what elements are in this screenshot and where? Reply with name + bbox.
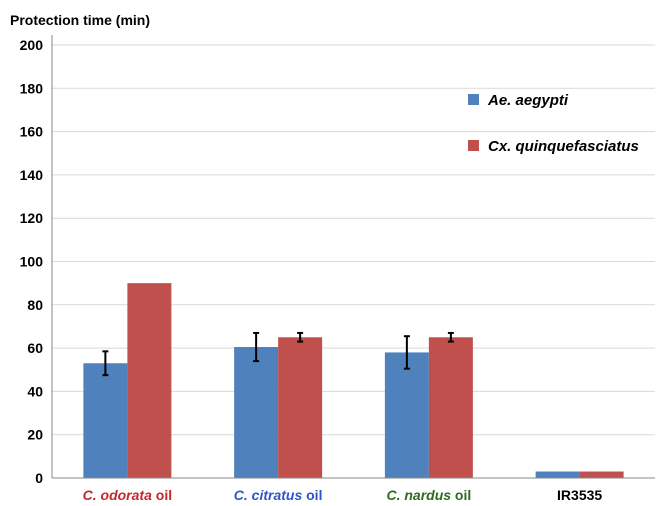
legend-swatch bbox=[468, 94, 479, 105]
legend-label: Ae. aegypti bbox=[487, 92, 569, 109]
y-tick-label: 60 bbox=[27, 340, 43, 356]
bar-cx-quinquefasciatus bbox=[127, 283, 172, 478]
error-bar bbox=[253, 331, 260, 363]
x-category-label: IR3535 bbox=[557, 487, 602, 503]
y-tick-label: 40 bbox=[27, 383, 43, 399]
bar-cx-quinquefasciatus bbox=[278, 337, 323, 478]
y-tick-label: 80 bbox=[27, 297, 43, 313]
x-category-label-part: oil bbox=[451, 487, 471, 503]
legend: Ae. aegypti Cx. quinquefasciatus bbox=[468, 92, 639, 155]
error-bar bbox=[447, 331, 454, 343]
bar-ae-aegypti bbox=[535, 471, 580, 478]
y-tick-label: 100 bbox=[20, 254, 44, 270]
error-bar bbox=[102, 350, 109, 377]
bar-ae-aegypti bbox=[83, 363, 128, 478]
bar-cx-quinquefasciatus bbox=[428, 337, 473, 478]
y-tick-label: 120 bbox=[20, 210, 44, 226]
x-category-label: C. nardus oil bbox=[386, 487, 471, 503]
x-category-label: C. odorata oil bbox=[83, 487, 172, 503]
y-tick-label: 20 bbox=[27, 427, 43, 443]
bar-ae-aegypti bbox=[384, 352, 429, 478]
legend-label: Cx. quinquefasciatus bbox=[488, 138, 639, 155]
legend-swatch bbox=[468, 140, 479, 151]
x-category-label: C. citratus oil bbox=[234, 487, 323, 503]
bar-cx-quinquefasciatus bbox=[579, 471, 624, 478]
y-tick-label: 140 bbox=[20, 167, 44, 183]
error-bars bbox=[102, 331, 454, 377]
y-tick-label: 160 bbox=[20, 124, 44, 140]
y-axis-ticks: 0 20 40 60 80 100 120 140 160 180 200 bbox=[20, 37, 44, 486]
bars bbox=[83, 283, 624, 478]
y-tick-label: 0 bbox=[35, 470, 43, 486]
y-tick-label: 200 bbox=[20, 37, 44, 53]
x-category-label-part: C. citratus bbox=[234, 487, 303, 503]
bar-ae-aegypti bbox=[234, 347, 279, 478]
x-category-label-part: oil bbox=[152, 487, 172, 503]
x-axis-labels: C. odorata oil C. citratus oil C. nardus o… bbox=[83, 487, 603, 503]
error-bar bbox=[403, 335, 410, 370]
error-bar bbox=[297, 331, 304, 343]
x-category-label-part: oil bbox=[302, 487, 322, 503]
y-axis-title: Protection time (min) bbox=[10, 12, 150, 28]
y-tick-label: 180 bbox=[20, 80, 44, 96]
x-category-label-part: C. odorata bbox=[83, 487, 152, 503]
x-category-label-part: IR3535 bbox=[557, 487, 602, 503]
x-category-label-part: C. nardus bbox=[386, 487, 451, 503]
